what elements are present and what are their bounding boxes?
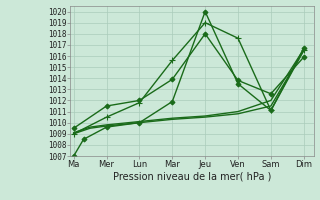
- X-axis label: Pression niveau de la mer( hPa ): Pression niveau de la mer( hPa ): [113, 172, 271, 182]
